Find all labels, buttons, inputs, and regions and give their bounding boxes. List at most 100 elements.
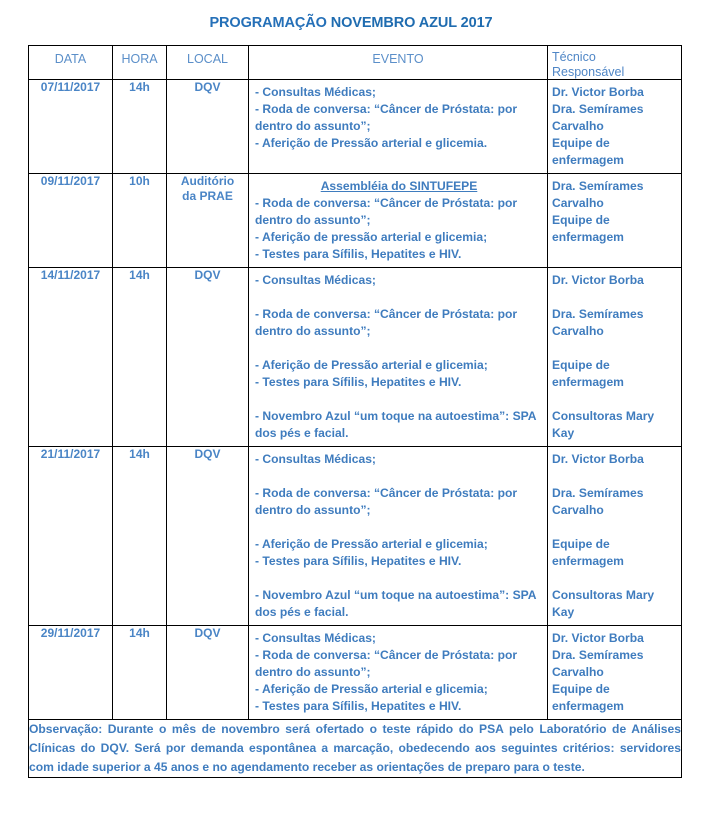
- cell-evento: - Consultas Médicas; - Roda de conversa:…: [248, 267, 548, 447]
- evento-line: - Consultas Médicas;: [255, 273, 376, 287]
- spacer: [255, 391, 543, 408]
- tecnico-line: Dra. Semírames Carvalho: [552, 648, 644, 679]
- spacer: [552, 519, 679, 536]
- spacer: [552, 289, 679, 306]
- tecnico-content: Dr. Victor Borba Dra. Semírames Carvalho…: [548, 626, 681, 719]
- table-header-row: DATA HORA LOCAL EVENTO Técnico Responsáve…: [28, 45, 682, 80]
- tecnico-line: Dra. Semírames Carvalho: [552, 179, 644, 210]
- tecnico-line: Equipe de enfermagem: [552, 537, 624, 568]
- page-title-part1: PROGRAMAÇÃO: [209, 15, 331, 31]
- cell-hora: 14h: [112, 446, 167, 626]
- tecnico-line: Equipe de enfermagem: [552, 682, 624, 713]
- cell-data: 07/11/2017: [28, 79, 113, 174]
- cell-local: DQV: [166, 79, 249, 174]
- tecnico-line: Dr. Victor Borba: [552, 631, 644, 645]
- tecnico-content: Dr. Victor Borba Dra. Semírames Carvalho…: [548, 447, 681, 625]
- cell-data: 29/11/2017: [28, 625, 113, 720]
- column-header-local-label: LOCAL: [187, 52, 228, 66]
- column-header-data: DATA: [28, 45, 113, 80]
- tecnico-line: Consultoras Mary Kay: [552, 409, 655, 440]
- cell-data: 09/11/2017: [28, 173, 113, 268]
- tecnico-line: Dr. Victor Borba: [552, 85, 644, 99]
- cell-evento: - Consultas Médicas; - Roda de conversa:…: [248, 625, 548, 720]
- column-header-tecnico-line2: Responsável: [552, 64, 625, 79]
- schedule-table: DATA HORA LOCAL EVENTO Técnico Responsáve…: [28, 45, 682, 778]
- evento-line: - Aferição de Pressão arterial e glicemi…: [255, 358, 488, 389]
- evento-line: - Aferição de pressão arterial e glicemi…: [255, 230, 488, 244]
- cell-hora: 14h: [112, 79, 167, 174]
- tecnico-line: Dr. Victor Borba: [552, 452, 644, 466]
- evento-line: - Roda de conversa: “Câncer de Próstata:…: [255, 648, 518, 679]
- page-title-part2: NOVEMBRO AZUL 2017: [330, 15, 493, 31]
- cell-tecnico: Dr. Victor Borba Dra. Semírames Carvalho…: [547, 446, 682, 626]
- cell-evento: - Consultas Médicas; - Roda de conversa:…: [248, 79, 548, 174]
- tecnico-content: Dr. Victor Borba Dra. Semírames Carvalho…: [548, 80, 681, 173]
- spacer: [255, 468, 543, 485]
- tecnico-line: Equipe de enfermagem: [552, 136, 624, 167]
- tecnico-line: Dra. Semírames Carvalho: [552, 102, 644, 133]
- spacer: [552, 391, 679, 408]
- cell-local: Auditório da PRAE: [166, 173, 249, 268]
- page-title: PROGRAMAÇÃO NOVEMBRO AZUL 2017: [0, 15, 702, 31]
- tecnico-line: Dr. Victor Borba: [552, 273, 644, 287]
- table-row: 09/11/2017 10h Auditório da PRAE Assemblé…: [28, 173, 682, 268]
- evento-content: Assembléia do SINTUFEPE - Roda de conver…: [249, 174, 547, 267]
- column-header-evento-label: EVENTO: [372, 52, 424, 66]
- cell-tecnico: Dr. Victor Borba Dra. Semírames Carvalho…: [547, 267, 682, 447]
- tecnico-content: Dra. Semírames Carvalho Equipe de enferm…: [548, 174, 681, 250]
- evento-line: - Novembro Azul “um toque na autoestima”…: [255, 409, 537, 440]
- spacer: [255, 289, 543, 306]
- tecnico-line: Consultoras Mary Kay: [552, 588, 655, 619]
- evento-content: - Consultas Médicas; - Roda de conversa:…: [249, 80, 547, 156]
- table-row: 29/11/2017 14h DQV - Consultas Médicas; …: [28, 625, 682, 720]
- spacer: [255, 570, 543, 587]
- cell-hora: 14h: [112, 625, 167, 720]
- evento-line: - Roda de conversa: “Câncer de Próstata:…: [255, 307, 518, 338]
- cell-hora: 14h: [112, 267, 167, 447]
- cell-tecnico: Dr. Victor Borba Dra. Semírames Carvalho…: [547, 625, 682, 720]
- spacer: [255, 519, 543, 536]
- cell-tecnico: Dr. Victor Borba Dra. Semírames Carvalho…: [547, 79, 682, 174]
- evento-line: - Testes para Sífilis, Hepatites e HIV.: [255, 247, 462, 261]
- evento-line: - Aferição de Pressão arterial e glicemi…: [255, 682, 488, 696]
- observation-cell: Observação: Durante o mês de novembro se…: [28, 719, 682, 778]
- evento-line: - Roda de conversa: “Câncer de Próstata:…: [255, 486, 518, 517]
- cell-evento: Assembléia do SINTUFEPE - Roda de conver…: [248, 173, 548, 268]
- tecnico-content: Dr. Victor Borba Dra. Semírames Carvalho…: [548, 268, 681, 446]
- table-row: 21/11/2017 14h DQV - Consultas Médicas; …: [28, 446, 682, 626]
- tecnico-line: Dra. Semírames Carvalho: [552, 486, 644, 517]
- column-header-tecnico-label: Técnico Responsável: [548, 46, 681, 79]
- cell-data: 14/11/2017: [28, 267, 113, 447]
- cell-local: DQV: [166, 446, 249, 626]
- evento-line: - Roda de conversa: “Câncer de Próstata:…: [255, 102, 518, 133]
- evento-line: - Aferição de Pressão arterial e glicemi…: [255, 537, 488, 568]
- cell-local-line1: Auditório: [180, 174, 235, 188]
- evento-line: - Consultas Médicas;: [255, 631, 376, 645]
- evento-content: - Consultas Médicas; - Roda de conversa:…: [249, 626, 547, 719]
- tecnico-line: Equipe de enfermagem: [552, 358, 624, 389]
- cell-local: DQV: [166, 625, 249, 720]
- evento-heading: Assembléia do SINTUFEPE: [320, 179, 478, 193]
- spacer: [552, 570, 679, 587]
- cell-hora: 10h: [112, 173, 167, 268]
- tecnico-line: Equipe de enfermagem: [552, 213, 624, 244]
- column-header-data-label: DATA: [54, 52, 87, 66]
- cell-evento: - Consultas Médicas; - Roda de conversa:…: [248, 446, 548, 626]
- column-header-local: LOCAL: [166, 45, 249, 80]
- cell-local: DQV: [166, 267, 249, 447]
- column-header-hora-label: HORA: [121, 52, 158, 66]
- table-row: 14/11/2017 14h DQV - Consultas Médicas; …: [28, 267, 682, 447]
- evento-line: - Novembro Azul “um toque na autoestima”…: [255, 588, 537, 619]
- cell-data: 21/11/2017: [28, 446, 113, 626]
- cell-tecnico: Dra. Semírames Carvalho Equipe de enferm…: [547, 173, 682, 268]
- column-header-tecnico: Técnico Responsável: [547, 45, 682, 80]
- spacer: [552, 468, 679, 485]
- evento-line: - Consultas Médicas;: [255, 452, 376, 466]
- column-header-tecnico-line1: Técnico: [552, 50, 596, 64]
- column-header-evento: EVENTO: [248, 45, 548, 80]
- spacer: [552, 340, 679, 357]
- spacer: [255, 340, 543, 357]
- evento-line: - Consultas Médicas;: [255, 85, 376, 99]
- table-row: 07/11/2017 14h DQV - Consultas Médicas; …: [28, 79, 682, 174]
